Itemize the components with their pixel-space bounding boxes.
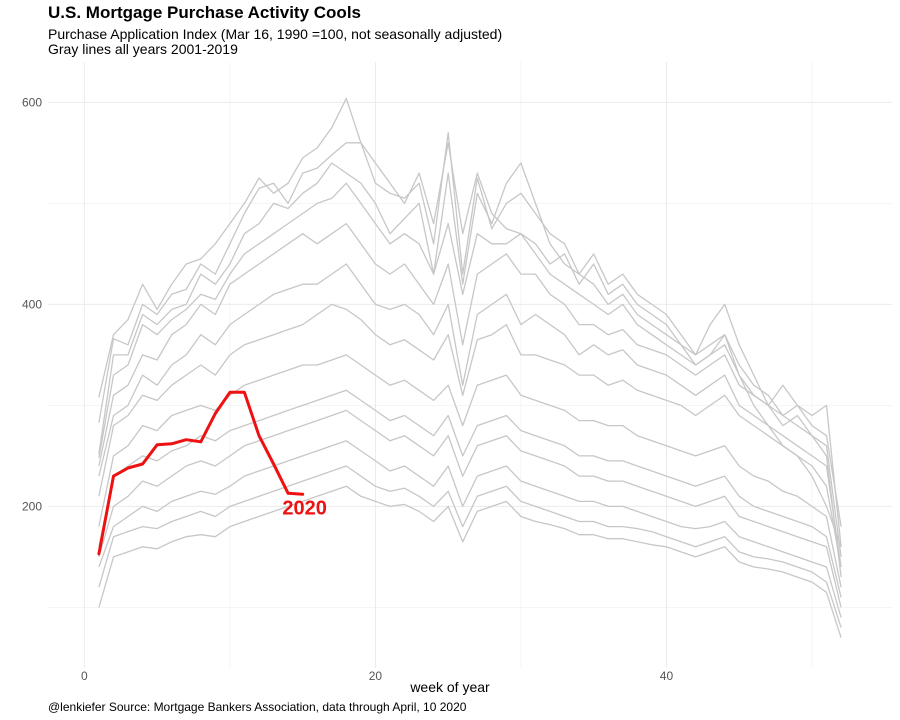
history-series-line [98, 389, 842, 598]
history-series-line [98, 409, 842, 608]
highlight-series-group: 2020 [97, 390, 327, 556]
history-series-line [98, 132, 842, 547]
history-series-line [98, 162, 842, 527]
history-series-line [98, 485, 842, 638]
history-series-line [98, 263, 842, 568]
x-tick-label: 0 [81, 669, 88, 683]
y-tick-label: 400 [22, 297, 42, 311]
history-series-group [98, 97, 842, 638]
x-axis-tick-labels: 0 20 40 [81, 669, 673, 683]
x-tick-label: 40 [660, 669, 674, 683]
subtitle-line-2: Gray lines all years 2001-2019 [48, 41, 238, 57]
subtitle-line-1: Purchase Application Index (Mar 16, 1990… [48, 26, 503, 42]
x-tick-label: 20 [369, 669, 383, 683]
y-tick-label: 200 [22, 499, 42, 513]
y-tick-label: 600 [22, 95, 42, 109]
series-line-2020 [97, 390, 305, 556]
history-series-line [98, 303, 842, 568]
highlight-series-label: 2020 [282, 497, 327, 519]
y-axis-tick-labels: 200 400 600 [22, 95, 42, 513]
grid-lines [48, 62, 892, 668]
x-axis-label: week of year [410, 679, 490, 695]
history-series-line [98, 440, 842, 618]
history-series-line [98, 222, 842, 557]
history-series-line [98, 465, 842, 628]
chart-title: U.S. Mortgage Purchase Activity Cools [48, 3, 361, 22]
source-caption: @lenkiefer Source: Mortgage Bankers Asso… [48, 700, 467, 714]
chart-subtitle: Purchase Application Index (Mar 16, 1990… [48, 27, 502, 57]
history-series-line [98, 97, 842, 548]
history-series-line [98, 182, 842, 578]
